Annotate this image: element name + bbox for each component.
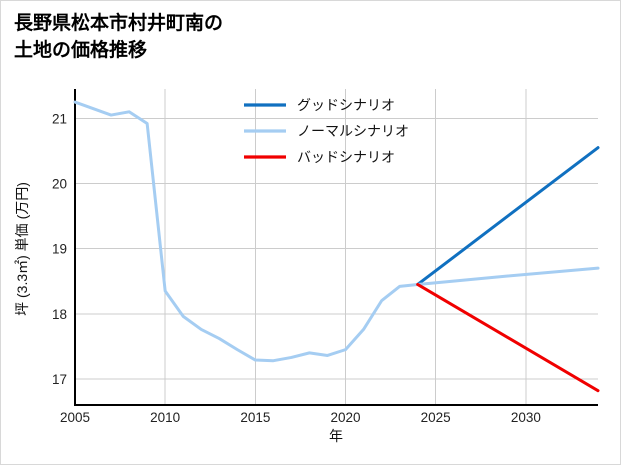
x-tick-label: 2010 (150, 410, 180, 425)
y-tick-label: 18 (52, 307, 67, 322)
y-tick-label: 20 (52, 176, 67, 191)
x-tick-labels: 2005 2010 2015 2020 2025 2030 (60, 410, 541, 425)
series-line-2 (416, 282, 600, 393)
x-tick-label: 2025 (421, 410, 451, 425)
x-tick-label: 2015 (240, 410, 270, 425)
data-series-group (73, 100, 600, 393)
horizontal-gridlines (75, 117, 598, 380)
y-tick-label: 19 (52, 242, 67, 257)
page-title: 長野県松本市村井町南の 土地の価格推移 (14, 13, 224, 61)
x-tick-label: 2030 (511, 410, 541, 425)
x-tick-label: 2020 (330, 410, 360, 425)
legend-label-0: グッドシナリオ (297, 97, 395, 113)
legend-label-1: ノーマルシナリオ (297, 123, 409, 139)
x-tick-label: 2005 (60, 410, 90, 425)
x-axis-title: 年 (329, 428, 343, 444)
legend-label-2: バッドシナリオ (297, 149, 395, 165)
series-line-1 (73, 100, 600, 363)
y-tick-label: 21 (52, 111, 67, 126)
series-line-0 (416, 146, 600, 286)
y-axis-title: 坪 (3.3㎡) 単価 (万円) (14, 182, 30, 316)
y-tick-labels: 17 18 19 20 21 (52, 111, 67, 387)
y-tick-label: 17 (52, 372, 67, 387)
